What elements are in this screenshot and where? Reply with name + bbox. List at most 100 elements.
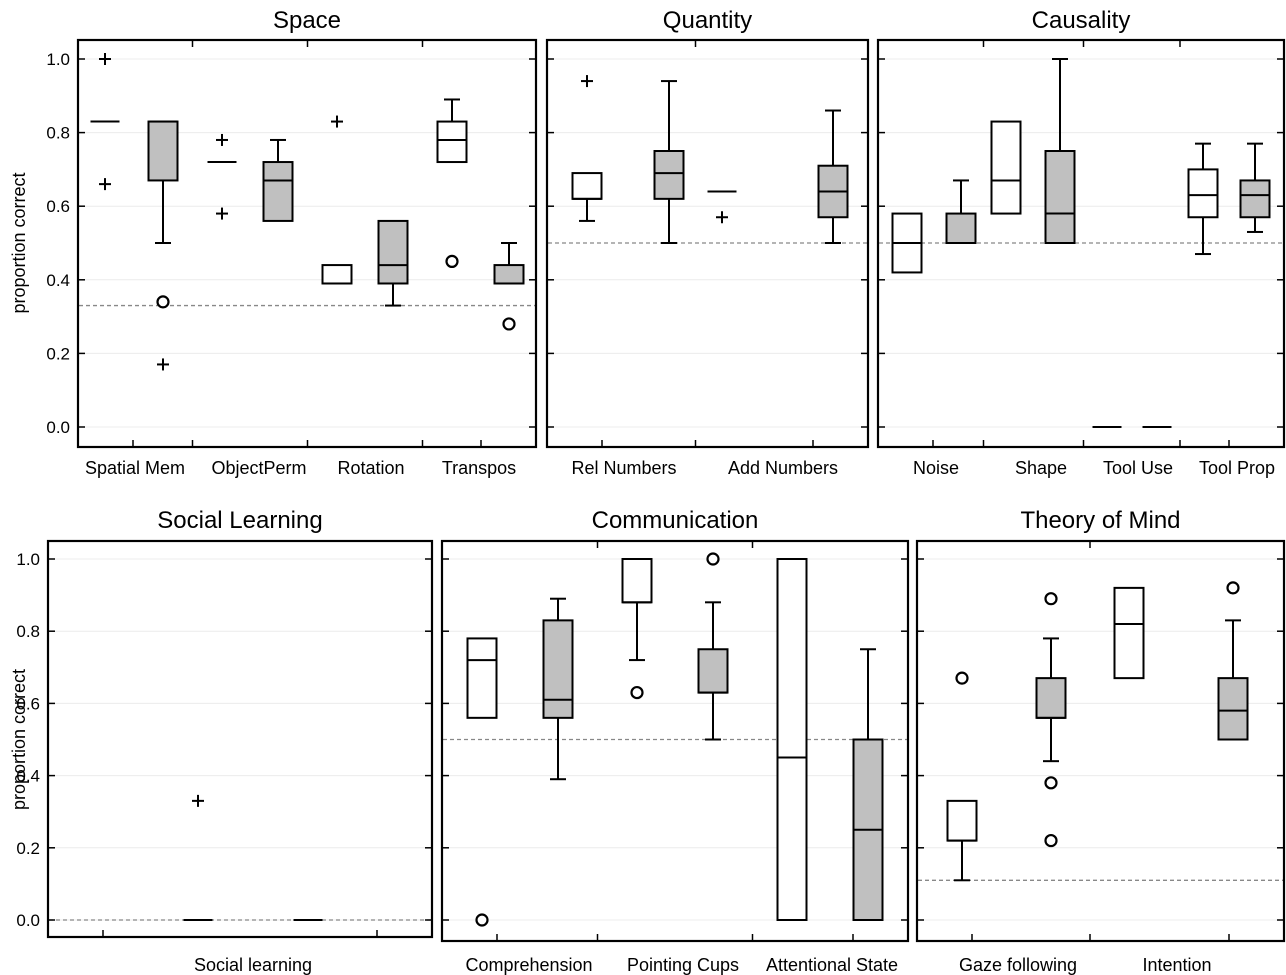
- x-category-label: Comprehension: [465, 955, 592, 975]
- box-white: [1113, 586, 1145, 680]
- x-category-label: Shape: [1015, 458, 1067, 478]
- outlier-circle: [475, 913, 489, 927]
- y-axis-label: proportion correct: [9, 669, 29, 810]
- x-category-label: Intention: [1142, 955, 1211, 975]
- chart-panel-2: Causality Noise Shape Tool Use Tool Prop: [876, 7, 1286, 478]
- y-tick-label: 0.2: [16, 839, 40, 858]
- box-iqr: [377, 219, 409, 285]
- box-iqr: [653, 150, 685, 200]
- box-white: [776, 558, 808, 921]
- y-tick-label: 1.0: [16, 550, 40, 569]
- x-category-label: Tool Prop: [1199, 458, 1275, 478]
- box-iqr: [262, 161, 294, 222]
- outlier-circle: [445, 254, 459, 268]
- box-white: [621, 558, 653, 700]
- box-iqr: [436, 120, 468, 164]
- chart-frame: [876, 38, 1286, 449]
- chart-title: Space: [273, 7, 341, 34]
- chart-panel-4: Communication Comprehension Pointing Cups A…: [440, 507, 910, 975]
- box-gray: [493, 242, 525, 331]
- box-gray: [1035, 592, 1067, 848]
- outlier-plus: [216, 133, 228, 146]
- chart-frame: [440, 539, 910, 943]
- x-category-label: Add Numbers: [728, 458, 838, 478]
- chart-frame: [545, 38, 870, 449]
- box-white: [436, 98, 468, 268]
- box-gray: [1044, 58, 1076, 244]
- outlier-plus: [99, 178, 111, 191]
- box-white: [571, 75, 603, 222]
- box-white: [90, 53, 120, 191]
- box-white: [207, 133, 237, 220]
- box-iqr: [466, 637, 498, 719]
- box-gray: [542, 597, 574, 781]
- chart-frame: [46, 539, 434, 939]
- box-iqr: [1187, 168, 1219, 219]
- box-iqr: [945, 212, 977, 244]
- x-category-label: Rel Numbers: [571, 458, 676, 478]
- box-iqr: [1035, 677, 1067, 719]
- box-gray: [1239, 142, 1271, 233]
- outlier-circle: [955, 671, 969, 685]
- chart-panel-0: Space 0.0 0.2 0.4 0.6 0.8 1.0 proportion correc…: [9, 7, 538, 478]
- y-tick-label: 0.8: [16, 622, 40, 641]
- box-gray: [377, 219, 409, 307]
- y-axis-label: proportion correct: [9, 172, 29, 313]
- box-gray: [697, 552, 729, 741]
- box-iqr: [990, 120, 1022, 215]
- box-gray: [262, 138, 294, 222]
- chart-title: Causality: [1032, 7, 1131, 34]
- outlier-circle: [1044, 833, 1058, 848]
- y-tick-label: 0.0: [46, 418, 70, 437]
- outlier-plus: [716, 211, 728, 224]
- outlier-circle: [1226, 581, 1240, 595]
- box-white: [891, 212, 923, 274]
- box-white: [183, 794, 213, 921]
- outlier-plus: [157, 358, 169, 371]
- outlier-plus: [99, 53, 111, 65]
- chart-panel-3: Social Learning 0.0 0.2 0.4 0.6 0.8 1.0 proport…: [9, 507, 434, 975]
- y-tick-label: 1.0: [46, 50, 70, 69]
- chart-frame: [915, 539, 1286, 943]
- chart-frame: [76, 38, 538, 449]
- box-iqr: [147, 120, 179, 182]
- box-white: [946, 671, 978, 882]
- outlier-plus: [331, 115, 343, 128]
- outlier-circle: [630, 685, 644, 700]
- x-category-label: Rotation: [337, 458, 404, 478]
- chart-title: Social Learning: [157, 507, 322, 534]
- box-iqr: [493, 264, 525, 285]
- box-iqr: [621, 558, 653, 604]
- box-gray: [817, 109, 849, 244]
- x-category-label: ObjectPerm: [211, 458, 306, 478]
- y-tick-label: 0.4: [46, 271, 70, 290]
- outlier-plus: [581, 75, 593, 88]
- outlier-plus: [192, 794, 204, 807]
- x-category-label: Social learning: [194, 955, 312, 975]
- outlier-circle: [1044, 592, 1058, 606]
- box-gray: [1217, 581, 1249, 741]
- x-category-label: Attentional State: [766, 955, 898, 975]
- box-white: [321, 115, 353, 285]
- chart-panel-1: Quantity Rel Numbers Add Numbers: [545, 7, 870, 478]
- x-category-label: Spatial Mem: [85, 458, 185, 478]
- box-iqr: [1113, 586, 1145, 680]
- y-tick-label: 0.6: [16, 694, 40, 713]
- outlier-circle: [502, 317, 516, 331]
- chart-title: Quantity: [663, 7, 752, 34]
- box-white: [466, 637, 498, 927]
- outlier-circle: [706, 552, 720, 566]
- box-white: [990, 120, 1022, 215]
- outlier-circle: [1044, 776, 1058, 790]
- box-iqr: [571, 172, 603, 200]
- x-category-label: Tool Use: [1103, 458, 1173, 478]
- box-white: [707, 190, 737, 224]
- box-iqr: [1217, 677, 1249, 741]
- x-category-label: Noise: [913, 458, 959, 478]
- chart-title: Communication: [592, 507, 759, 534]
- box-iqr: [542, 619, 574, 719]
- box-iqr: [697, 648, 729, 694]
- box-iqr: [776, 558, 808, 921]
- box-iqr: [1044, 150, 1076, 244]
